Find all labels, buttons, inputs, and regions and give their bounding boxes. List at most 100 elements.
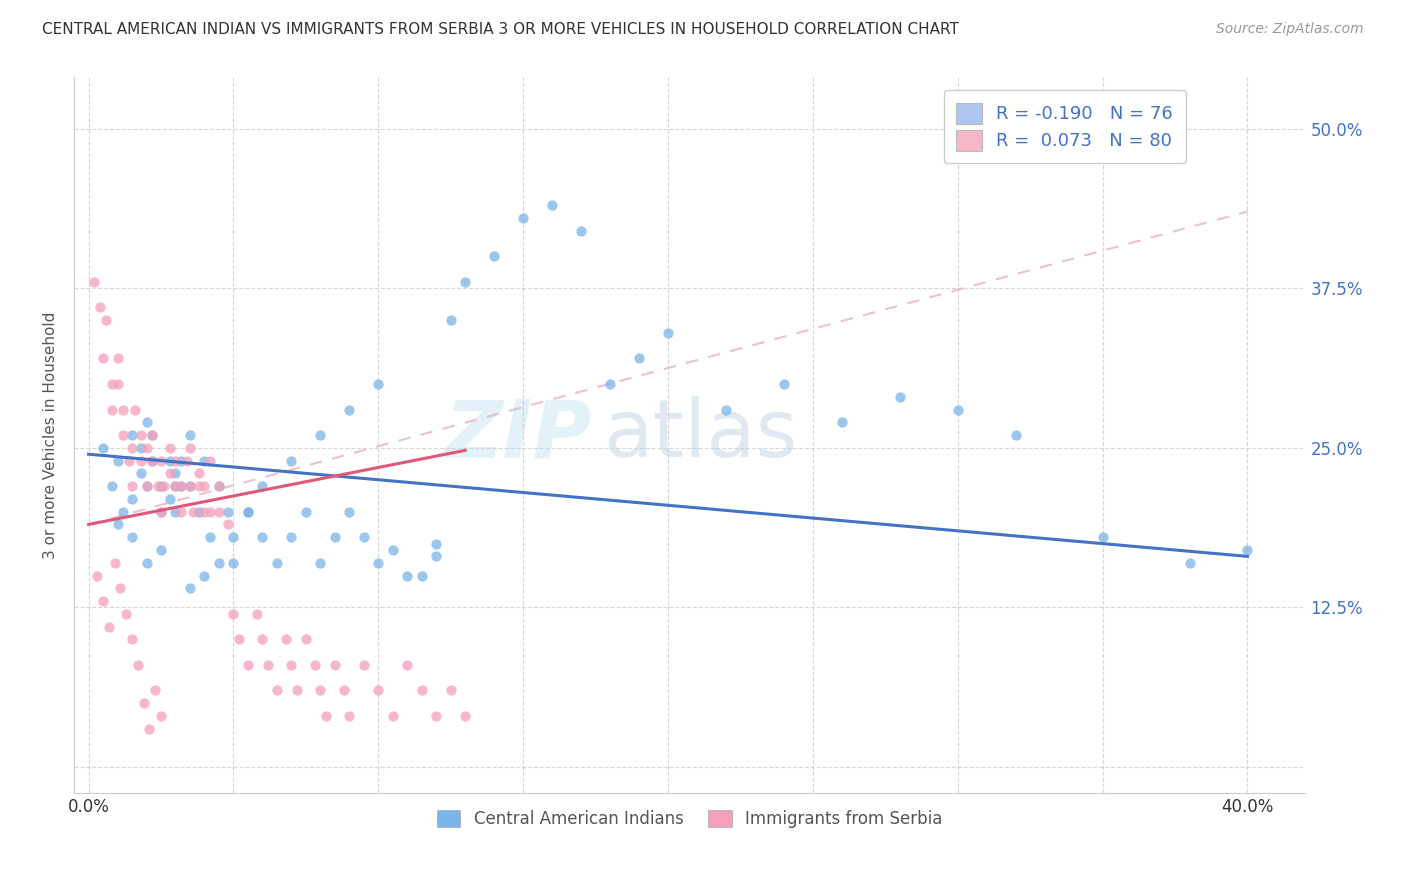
Point (396, 568, 419, 582)
Point (367, 556, 389, 570)
Point (304, 657, 326, 672)
Point (1178, 556, 1201, 570)
Point (381, 709, 404, 723)
Point (91, 441, 114, 455)
Point (121, 530, 143, 544)
Point (1091, 530, 1114, 544)
Point (179, 428, 201, 442)
Point (135, 479, 157, 493)
Point (512, 211, 534, 225)
Point (141, 428, 163, 442)
Point (1004, 428, 1026, 442)
Point (121, 428, 143, 442)
Point (266, 556, 288, 570)
Point (107, 453, 129, 467)
Point (179, 441, 201, 455)
Point (236, 505, 259, 519)
Point (222, 607, 245, 621)
Point (367, 376, 389, 391)
Text: CENTRAL AMERICAN INDIAN VS IMMIGRANTS FROM SERBIA 3 OR MORE VEHICLES IN HOUSEHOL: CENTRAL AMERICAN INDIAN VS IMMIGRANTS FR… (42, 22, 959, 37)
Point (165, 479, 187, 493)
Point (193, 505, 215, 519)
Point (112, 505, 135, 519)
Point (159, 491, 181, 506)
Point (135, 441, 157, 455)
Point (110, 582, 132, 596)
Point (138, 722, 160, 736)
Point (657, 326, 679, 340)
Point (132, 696, 155, 710)
Point (159, 453, 181, 467)
Point (599, 376, 621, 391)
Text: atlas: atlas (603, 396, 799, 474)
Point (440, 683, 463, 698)
Point (150, 709, 173, 723)
Point (165, 467, 187, 481)
Point (454, 709, 477, 723)
Point (425, 536, 447, 550)
Point (141, 453, 163, 467)
Point (315, 709, 337, 723)
Text: Source: ZipAtlas.com: Source: ZipAtlas.com (1216, 22, 1364, 37)
Point (309, 428, 332, 442)
Point (773, 376, 796, 391)
Point (83, 275, 105, 289)
Point (381, 543, 404, 558)
Point (628, 351, 651, 366)
Point (367, 683, 389, 698)
Point (181, 505, 204, 519)
Point (295, 632, 318, 647)
Point (222, 530, 245, 544)
Point (150, 543, 173, 558)
Point (121, 491, 143, 506)
Point (179, 582, 201, 596)
Point (115, 607, 138, 621)
Point (831, 415, 853, 429)
Point (1236, 543, 1258, 558)
Point (159, 467, 181, 481)
Point (135, 479, 157, 493)
Point (153, 479, 176, 493)
Point (143, 683, 166, 698)
Point (170, 479, 193, 493)
Point (274, 632, 297, 647)
Point (337, 402, 360, 417)
Point (285, 683, 308, 698)
Point (129, 453, 152, 467)
Point (252, 632, 274, 647)
Point (179, 479, 201, 493)
Point (97, 619, 120, 633)
Legend: Central American Indians, Immigrants from Serbia: Central American Indians, Immigrants fro… (430, 803, 949, 834)
Point (323, 657, 346, 672)
Point (246, 607, 269, 621)
Point (170, 505, 193, 519)
Point (440, 313, 463, 327)
Point (454, 275, 477, 289)
Point (217, 517, 239, 532)
Point (107, 351, 129, 366)
Point (280, 657, 302, 672)
Point (208, 505, 231, 519)
Point (252, 479, 274, 493)
Point (323, 530, 346, 544)
Point (165, 453, 187, 467)
Point (252, 530, 274, 544)
Point (112, 402, 135, 417)
Point (541, 198, 564, 212)
Point (714, 402, 737, 417)
Point (165, 505, 187, 519)
Text: ZIP: ZIP (444, 396, 592, 474)
Point (200, 530, 222, 544)
Point (217, 505, 239, 519)
Point (127, 657, 149, 672)
Point (187, 479, 209, 493)
Point (179, 479, 201, 493)
Point (100, 402, 122, 417)
Point (200, 505, 222, 519)
Point (482, 249, 505, 263)
Point (165, 479, 187, 493)
Point (104, 556, 127, 570)
Y-axis label: 3 or more Vehicles in Household: 3 or more Vehicles in Household (44, 311, 58, 558)
Point (425, 549, 447, 564)
Point (118, 453, 141, 467)
